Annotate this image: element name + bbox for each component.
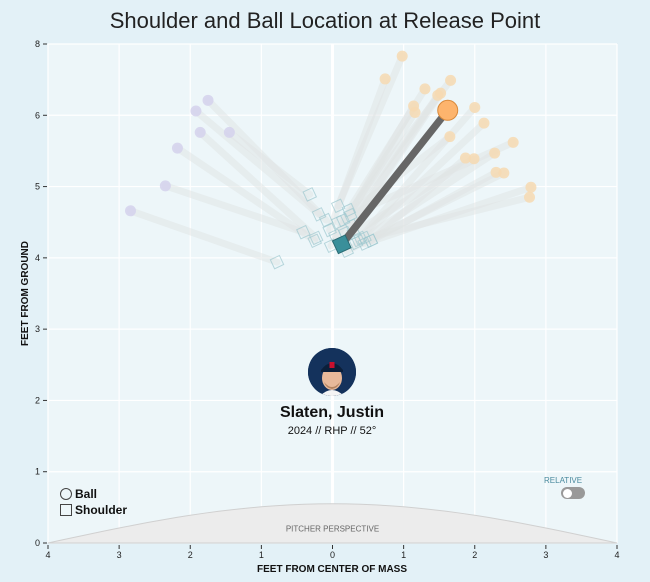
highlight-connector (337, 108, 451, 246)
circle-icon (60, 488, 72, 500)
shoulder-point (352, 230, 368, 246)
pitch-connector (161, 182, 307, 236)
relative-toggle[interactable] (561, 487, 585, 499)
chart-title: Shoulder and Ball Location at Release Po… (109, 8, 541, 33)
y-tick-label: 8 (35, 39, 40, 49)
shoulder-point (322, 222, 337, 238)
legend-label: Ball (75, 487, 98, 501)
x-tick-label: 2 (472, 550, 477, 560)
ball-point (445, 74, 457, 86)
shoulder-point (318, 212, 334, 228)
highlight-shoulder-point (331, 234, 352, 255)
pitch-connector (225, 128, 314, 198)
legend-item-ball: Ball (60, 486, 127, 502)
player-name: Slaten, Justin (279, 404, 385, 421)
ball-point (379, 73, 391, 85)
highlight-ball-point (437, 99, 459, 121)
y-tick-label: 6 (35, 110, 40, 120)
shoulder-point (311, 207, 327, 222)
x-tick-label: 4 (45, 550, 50, 560)
ball-point (478, 117, 490, 129)
ball-point (419, 83, 431, 95)
ball-point (190, 105, 202, 117)
x-tick-label: 0 (330, 550, 335, 560)
y-tick-label: 4 (35, 253, 40, 263)
x-tick-label: 3 (543, 550, 548, 560)
ball-point (524, 191, 536, 203)
shoulder-point (342, 207, 358, 223)
pitch-connector (196, 128, 320, 242)
square-icon (60, 504, 72, 516)
shoulder-point (330, 198, 346, 214)
y-tick-label: 5 (35, 182, 40, 192)
ball-point (498, 167, 510, 179)
pitch-connector (361, 149, 499, 242)
pitcher-perspective-area (47, 503, 618, 544)
legend: Ball Shoulder (60, 486, 127, 518)
x-tick-label: 1 (401, 550, 406, 560)
y-tick-label: 2 (35, 395, 40, 405)
y-tick-label: 1 (35, 467, 40, 477)
y-tick-label: 3 (35, 324, 40, 334)
legend-item-shoulder: Shoulder (60, 502, 127, 518)
shoulder-point (296, 224, 311, 240)
player-avatar (308, 348, 356, 396)
pitch-connector (192, 107, 323, 218)
pitch-connector (173, 144, 319, 245)
pitch-connector (127, 207, 281, 266)
x-tick-label: 3 (117, 550, 122, 560)
ball-point (460, 152, 472, 164)
ball-point (223, 126, 235, 138)
ball-point (125, 205, 137, 217)
ball-point (159, 180, 171, 192)
shoulder-point (363, 233, 379, 249)
relative-toggle-label: RELATIVE (544, 476, 583, 485)
pitch-connector (326, 75, 389, 234)
pitch-connector (354, 193, 534, 244)
shoulder-point (308, 230, 324, 246)
player-headshot-icon (308, 348, 356, 396)
shoulder-point (307, 233, 323, 249)
shoulder-point (302, 187, 318, 202)
shoulder-point (330, 214, 346, 230)
x-tick-label: 2 (188, 550, 193, 560)
y-axis-label: FEET FROM GROUND (20, 241, 31, 346)
pitcher-perspective-label: PITCHER PERSPECTIVE (286, 525, 379, 534)
shoulder-point (269, 254, 285, 270)
ball-point (409, 106, 421, 118)
ball-point (396, 50, 408, 62)
legend-label: Shoulder (75, 503, 128, 517)
shoulder-point (357, 236, 372, 251)
ball-point (525, 181, 537, 193)
ball-point (489, 147, 501, 159)
ball-point (444, 131, 456, 143)
ball-point (202, 94, 214, 106)
x-tick-label: 1 (259, 550, 264, 560)
player-subtitle: 2024 // RHP // 52° (287, 425, 377, 437)
x-tick-label: 4 (614, 550, 619, 560)
toggle-knob (563, 488, 572, 498)
shoulder-point (350, 232, 366, 248)
y-tick-label: 0 (35, 538, 40, 548)
ball-point (507, 136, 519, 148)
ball-point (469, 101, 481, 113)
player-card: Slaten, Justin 2024 // RHP // 52° (232, 348, 432, 437)
ball-point (171, 142, 183, 154)
ball-point (194, 126, 206, 138)
x-axis-label: FEET FROM CENTER OF MASS (257, 564, 407, 575)
ball-point (435, 87, 447, 99)
ball-point (468, 153, 480, 165)
